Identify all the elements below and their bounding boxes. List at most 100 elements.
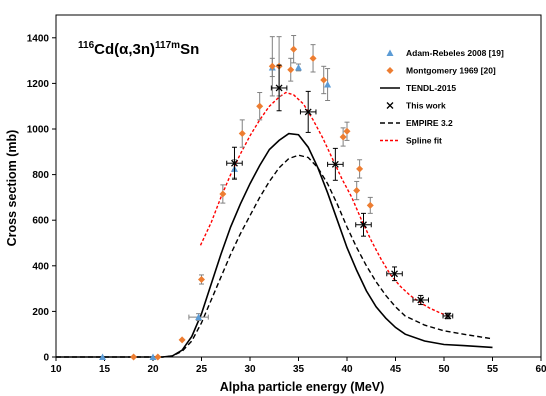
- data-point: [309, 44, 317, 73]
- data-point: [198, 274, 205, 285]
- reaction-product: Sn: [180, 41, 199, 58]
- data-point: [149, 353, 157, 360]
- x-tick-label: 35: [293, 364, 305, 375]
- diamond-marker: [353, 187, 361, 195]
- legend-swatch: [386, 49, 394, 56]
- model-curves: [56, 91, 493, 358]
- data-point: [295, 63, 302, 72]
- cross-marker: [331, 160, 339, 168]
- data-point: [226, 146, 243, 180]
- data-point: [442, 312, 454, 320]
- y-tick-label: 800: [32, 170, 49, 181]
- data-point: [353, 180, 361, 201]
- data-point: [327, 147, 344, 181]
- y-tick-label: 400: [32, 261, 49, 272]
- data-point: [130, 353, 138, 361]
- diamond-marker: [343, 127, 351, 135]
- y-axis-title: Cross sectiom (mb): [5, 130, 19, 247]
- axes: 10 15 20 25 30 35 40 45 50 55 60020040060080010001…: [27, 14, 546, 375]
- diamond-marker: [178, 336, 186, 344]
- data-point: [238, 119, 246, 148]
- x-tick-label: 60: [535, 364, 546, 375]
- cross-marker: [360, 221, 367, 229]
- x-tick-label: 25: [196, 364, 208, 375]
- data-point: [299, 90, 317, 133]
- x-axis-title: Alpha particle energy (MeV): [220, 380, 385, 394]
- legend-item: Spline fit: [380, 136, 442, 146]
- triangle-marker: [99, 353, 107, 360]
- y-tick-label: 200: [32, 307, 49, 318]
- data-point: [290, 35, 298, 64]
- data-point: [99, 353, 107, 360]
- x-tick-label: 15: [99, 364, 111, 375]
- diamond-marker: [290, 45, 298, 53]
- diamond-marker: [339, 133, 347, 141]
- data-point: [339, 127, 347, 147]
- legend-swatch: [386, 102, 394, 109]
- reaction-target: Cd: [94, 41, 114, 58]
- legend-label: Montgomery 1969 [20]: [406, 66, 496, 76]
- diamond-marker: [238, 130, 246, 138]
- y-tick-label: 0: [43, 353, 49, 364]
- x-tick-label: 10: [50, 364, 62, 375]
- diamond-marker: [356, 165, 364, 173]
- reaction-product-mass: 117m: [155, 40, 180, 51]
- data-point: [178, 336, 186, 344]
- data-points: [99, 35, 454, 361]
- curve-spline-fit: [199, 91, 449, 317]
- data-point: [219, 184, 227, 204]
- legend-label: Adam-Rebeles 2008 [19]: [406, 48, 504, 58]
- diamond-marker: [154, 353, 162, 361]
- cross-marker: [417, 296, 425, 304]
- triangle-marker: [195, 313, 203, 321]
- x-tick-label: 30: [244, 364, 256, 375]
- diamond-marker: [256, 102, 264, 110]
- cross-marker: [231, 159, 238, 167]
- y-tick-label: 1200: [27, 79, 50, 90]
- data-point: [270, 64, 288, 112]
- x-tick-label: 55: [487, 364, 499, 375]
- x-tick-label: 40: [341, 364, 353, 375]
- cross-marker: [275, 84, 283, 92]
- legend-label: This work: [406, 101, 446, 111]
- y-tick-label: 1000: [27, 125, 50, 136]
- cross-marker: [444, 312, 452, 320]
- legend-item: This work: [386, 101, 446, 111]
- data-point: [355, 212, 372, 237]
- triangle-marker: [295, 63, 302, 71]
- data-point: [188, 313, 209, 322]
- cross-marker: [391, 270, 398, 278]
- y-tick-label: 1400: [27, 33, 50, 44]
- legend-item: TENDL-2015: [380, 83, 456, 93]
- triangle-marker: [149, 353, 157, 360]
- legend-item: Montgomery 1969 [20]: [386, 66, 496, 76]
- x-tick-label: 45: [390, 364, 402, 375]
- curve-tendl-2015: [56, 132, 493, 358]
- data-point: [154, 353, 162, 361]
- legend-label: EMPIRE 3.2: [406, 118, 453, 128]
- reaction-mass-number: 116: [78, 40, 95, 51]
- legend-item: Adam-Rebeles 2008 [19]: [386, 48, 504, 58]
- y-tick-label: 600: [32, 216, 49, 227]
- data-point: [343, 121, 351, 141]
- reaction-label: 116Cd(α,3n)117mSn: [78, 40, 199, 58]
- curve-empire-3-2: [56, 154, 493, 358]
- diamond-marker: [320, 76, 328, 84]
- diamond-marker: [309, 54, 317, 62]
- legend-label: TENDL-2015: [406, 83, 456, 93]
- reaction-channel: (α,3n): [114, 41, 155, 58]
- triangle-marker: [324, 81, 332, 88]
- legend-swatch: [386, 67, 394, 74]
- legend: Adam-Rebeles 2008 [19] Montgomery 1969 [2…: [380, 48, 504, 146]
- data-point: [256, 92, 264, 121]
- diamond-marker: [366, 201, 374, 209]
- diamond-marker: [268, 62, 276, 70]
- legend-item: EMPIRE 3.2: [380, 118, 453, 128]
- x-tick-label: 50: [438, 364, 450, 375]
- data-point: [366, 196, 374, 214]
- diamond-marker: [287, 66, 295, 74]
- data-point: [412, 294, 429, 306]
- data-point: [356, 159, 364, 179]
- legend-label: Spline fit: [406, 136, 442, 146]
